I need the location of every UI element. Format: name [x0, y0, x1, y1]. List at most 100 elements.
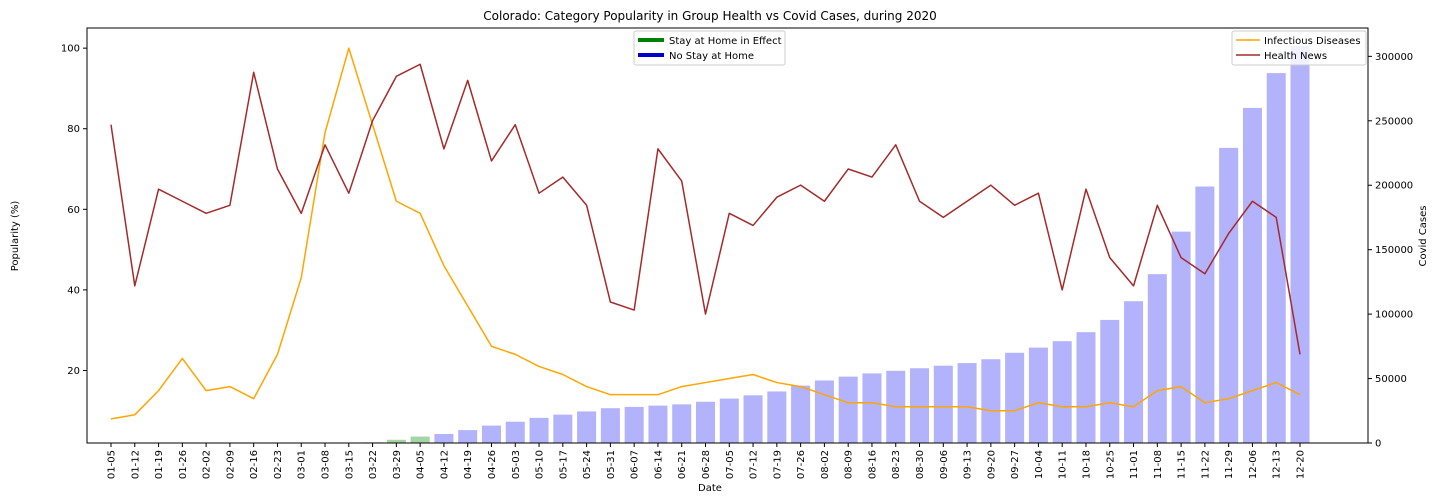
x-tick-label-05-24: 05-24 — [582, 450, 593, 479]
x-tick-label-08-09: 08-09 — [844, 450, 855, 479]
x-tick-label-03-01: 03-01 — [297, 450, 308, 479]
cases-bar-05-03 — [505, 421, 525, 443]
cases-bar-06-28 — [695, 401, 716, 443]
series-line-infectious-diseases — [110, 47, 1301, 420]
x-tick-label-06-28: 06-28 — [701, 450, 712, 479]
cases-bar-05-31 — [600, 408, 620, 443]
x-tick-label-11-01: 11-01 — [1129, 450, 1140, 479]
cases-bar-03-29 — [386, 439, 406, 443]
cases-bar-08-30 — [910, 368, 930, 443]
x-tick-label-12-13: 12-13 — [1272, 450, 1283, 479]
x-tick-label-05-17: 05-17 — [558, 450, 569, 479]
y-axis-label: Popularity (%) — [10, 201, 21, 272]
x-tick-label-10-11: 10-11 — [1058, 450, 1069, 479]
x-tick-label-07-12: 07-12 — [749, 450, 760, 479]
y2-tick-label-250000: 250000 — [1375, 116, 1413, 127]
lines-layer — [110, 47, 1301, 420]
x-tick-label-02-23: 02-23 — [273, 450, 284, 479]
x-tick-label-06-21: 06-21 — [677, 450, 688, 479]
x-tick-label-06-14: 06-14 — [653, 450, 664, 479]
x-tick-label-05-31: 05-31 — [606, 450, 617, 479]
cases-bar-07-19 — [767, 391, 787, 443]
x-tick-label-02-09: 02-09 — [225, 450, 236, 479]
x-tick-label-08-16: 08-16 — [867, 450, 878, 479]
x-tick-label-04-19: 04-19 — [463, 450, 474, 479]
legend-label-stay-at-home: Stay at Home in Effect — [669, 36, 782, 47]
x-tick-label-03-22: 03-22 — [368, 450, 379, 479]
x-tick-label-10-04: 10-04 — [1034, 450, 1045, 479]
cases-bar-07-26 — [791, 385, 811, 443]
series-line-health-news — [110, 63, 1301, 355]
legend-series: Infectious Diseases Health News — [1231, 30, 1367, 66]
x-tick-label-08-23: 08-23 — [891, 450, 902, 479]
x-tick-label-01-26: 01-26 — [178, 450, 189, 479]
y2-tick-label-300000: 300000 — [1375, 52, 1413, 63]
x-tick-label-03-08: 03-08 — [321, 450, 332, 479]
legend-status-frame — [633, 30, 786, 66]
x-tick-label-11-15: 11-15 — [1177, 450, 1188, 479]
cases-bar-10-11 — [1052, 341, 1072, 443]
y-tick-label-20: 20 — [67, 366, 80, 377]
x-tick-label-08-02: 08-02 — [820, 450, 831, 479]
x-tick-label-11-22: 11-22 — [1200, 450, 1211, 479]
x-tick-label-03-29: 03-29 — [392, 450, 403, 479]
x-tick-label-09-13: 09-13 — [963, 450, 974, 479]
x-tick-label-04-05: 04-05 — [416, 450, 427, 479]
cases-bar-11-22 — [1195, 186, 1215, 443]
x-tick-label-11-29: 11-29 — [1224, 450, 1235, 479]
cases-bar-11-08 — [1147, 274, 1167, 443]
y-tick-label-100: 100 — [61, 44, 80, 55]
x-tick-label-07-05: 07-05 — [725, 450, 736, 479]
cases-bar-07-12 — [743, 395, 763, 443]
x-tick-label-01-12: 01-12 — [130, 450, 141, 479]
legend-series-frame — [1231, 30, 1367, 66]
legend-label-no-stay-at-home: No Stay at Home — [669, 51, 754, 62]
x-tick-label-04-12: 04-12 — [439, 450, 450, 479]
x-tick-label-09-20: 09-20 — [986, 450, 997, 479]
cases-bar-11-15 — [1171, 231, 1191, 443]
cases-bar-07-05 — [719, 398, 739, 443]
cases-bar-11-29 — [1219, 147, 1239, 444]
cases-bar-09-13 — [957, 363, 977, 443]
y-tick-label-40: 40 — [67, 285, 80, 296]
x-tick-label-03-15: 03-15 — [344, 450, 355, 479]
x-tick-label-08-30: 08-30 — [915, 450, 926, 479]
cases-bar-04-26 — [481, 425, 501, 443]
plot-frame — [86, 27, 1369, 444]
cases-bar-10-25 — [1100, 319, 1120, 443]
y2-axis-label: Covid Cases — [1418, 205, 1429, 266]
x-tick-label-02-16: 02-16 — [249, 450, 260, 479]
cases-bar-04-12 — [434, 433, 454, 443]
x-tick-label-05-10: 05-10 — [535, 450, 546, 479]
y2-tick-label-150000: 150000 — [1375, 245, 1413, 256]
y2-tick-label-0: 0 — [1375, 439, 1381, 450]
cases-bar-11-01 — [1124, 301, 1144, 443]
x-tick-label-01-19: 01-19 — [154, 450, 165, 479]
cases-bar-12-13 — [1266, 73, 1286, 444]
x-tick-label-01-05: 01-05 — [107, 450, 118, 479]
axes-layer: 20 40 60 80 100 0 50000 100000 150000 200000 25000… — [61, 27, 1413, 479]
bars-layer — [363, 46, 1310, 444]
x-tick-label-12-20: 12-20 — [1296, 450, 1307, 479]
x-tick-label-09-27: 09-27 — [1010, 450, 1021, 479]
cases-bar-10-04 — [1028, 347, 1048, 443]
cases-bar-05-24 — [577, 411, 597, 443]
x-tick-label-11-08: 11-08 — [1153, 450, 1164, 479]
x-tick-label-06-07: 06-07 — [630, 450, 641, 479]
x-tick-label-09-06: 09-06 — [939, 450, 950, 479]
cases-bar-08-16 — [862, 373, 882, 443]
chart-title: Colorado: Category Popularity in Group H… — [483, 9, 936, 23]
cases-bar-05-17 — [553, 414, 573, 443]
y-tick-label-60: 60 — [67, 205, 80, 216]
x-tick-label-10-25: 10-25 — [1105, 450, 1116, 479]
cases-bar-06-14 — [648, 405, 668, 443]
legend-status: Stay at Home in Effect No Stay at Home — [633, 30, 786, 66]
x-tick-label-10-18: 10-18 — [1081, 450, 1092, 479]
cases-bar-06-21 — [672, 404, 692, 443]
x-tick-label-12-06: 12-06 — [1248, 450, 1259, 479]
x-tick-label-07-26: 07-26 — [796, 450, 807, 479]
x-tick-label-05-03: 05-03 — [511, 450, 522, 479]
cases-bar-04-05 — [410, 436, 430, 443]
